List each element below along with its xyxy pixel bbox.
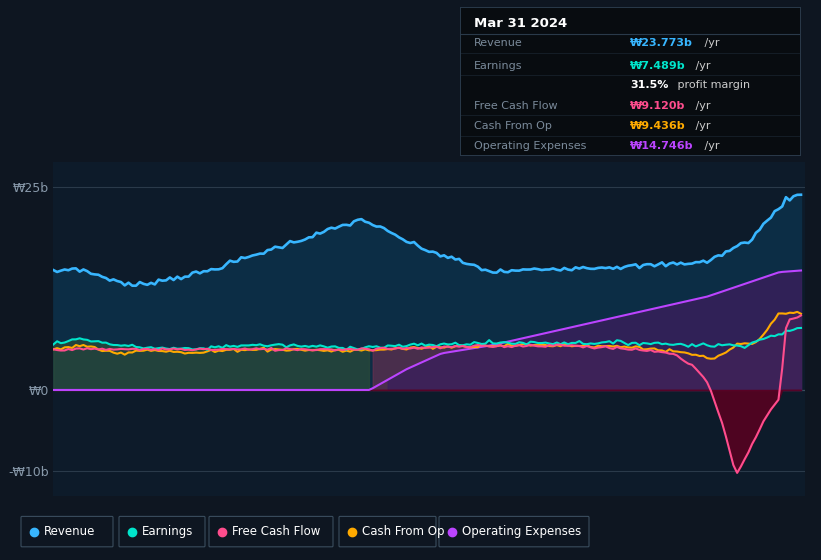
Text: ₩7.489b: ₩7.489b bbox=[630, 60, 686, 71]
Text: Revenue: Revenue bbox=[474, 39, 522, 49]
Text: /yr: /yr bbox=[692, 101, 710, 111]
Text: ₩9.436b: ₩9.436b bbox=[630, 122, 686, 132]
Text: Mar 31 2024: Mar 31 2024 bbox=[474, 17, 566, 30]
Text: /yr: /yr bbox=[700, 141, 719, 151]
Text: Revenue: Revenue bbox=[44, 525, 95, 538]
Text: Free Cash Flow: Free Cash Flow bbox=[474, 101, 557, 111]
Text: ₩23.773b: ₩23.773b bbox=[630, 39, 693, 49]
Text: Earnings: Earnings bbox=[142, 525, 194, 538]
Text: profit margin: profit margin bbox=[674, 80, 750, 90]
Text: Earnings: Earnings bbox=[474, 60, 522, 71]
Text: ₩14.746b: ₩14.746b bbox=[630, 141, 694, 151]
Text: /yr: /yr bbox=[692, 60, 710, 71]
Text: Operating Expenses: Operating Expenses bbox=[474, 141, 586, 151]
Text: 31.5%: 31.5% bbox=[630, 80, 668, 90]
Text: Cash From Op: Cash From Op bbox=[474, 122, 552, 132]
Text: /yr: /yr bbox=[692, 122, 710, 132]
Text: Cash From Op: Cash From Op bbox=[362, 525, 444, 538]
Text: ₩9.120b: ₩9.120b bbox=[630, 101, 686, 111]
Text: Operating Expenses: Operating Expenses bbox=[462, 525, 581, 538]
Text: Free Cash Flow: Free Cash Flow bbox=[232, 525, 320, 538]
Text: /yr: /yr bbox=[700, 39, 719, 49]
